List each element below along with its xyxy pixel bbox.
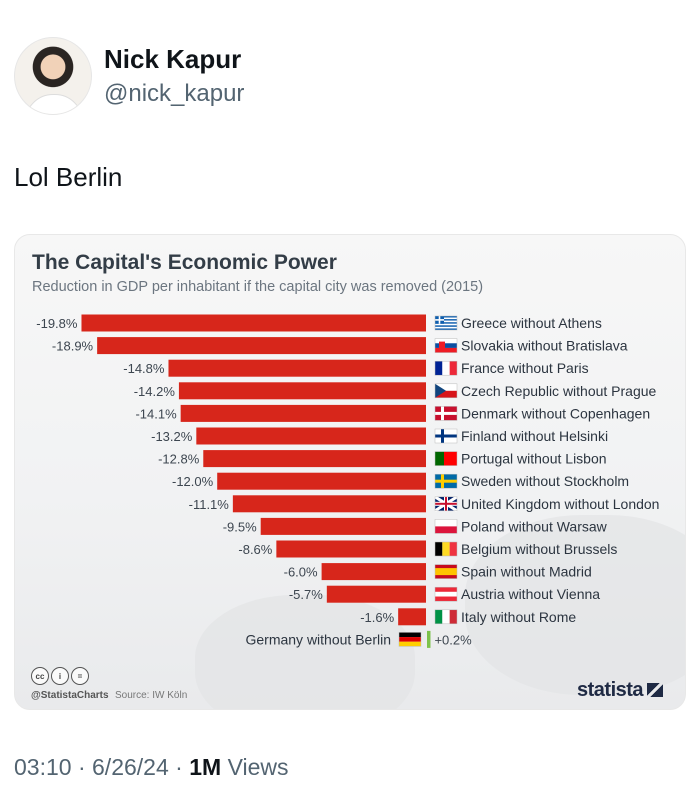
category-label: Czech Republic without Prague (461, 383, 657, 399)
bar (326, 585, 426, 603)
tweet-meta: 03:10 · 6/26/24 · 1M Views (14, 754, 289, 781)
category-label: Portugal without Lisbon (461, 451, 607, 467)
austria-flag-icon (434, 586, 458, 602)
value-label: -8.6% (238, 542, 272, 557)
bar (97, 337, 426, 355)
spain-flag-icon (434, 564, 458, 579)
views-label: Views (227, 754, 289, 780)
bar (398, 608, 426, 626)
bar (260, 517, 426, 535)
statista-mark-icon (647, 683, 664, 697)
tweet-date[interactable]: 6/26/24 (92, 754, 169, 780)
meta-separator: · (77, 754, 93, 780)
bar (427, 630, 431, 648)
bar (232, 495, 426, 513)
value-label: -6.0% (284, 565, 318, 580)
czech-flag-icon (434, 383, 458, 399)
value-label: -11.1% (189, 497, 230, 512)
meta-separator: · (175, 754, 190, 780)
bar (217, 472, 426, 490)
chart-source: Source: IW Köln (115, 690, 188, 701)
value-label: -12.8% (158, 452, 200, 467)
denmark-flag-icon (434, 406, 458, 421)
bar (276, 540, 426, 558)
statista-logo-text: statista (577, 679, 644, 701)
germany-flag-icon (398, 632, 422, 647)
chart-credit: @StatistaCharts (31, 690, 109, 701)
chart-subtitle: Reduction in GDP per inhabitant if the c… (32, 279, 484, 295)
bar (203, 450, 426, 468)
value-label: -13.2% (151, 429, 193, 444)
finland-flag-icon (434, 428, 458, 444)
tweet-time[interactable]: 03:10 (14, 754, 72, 780)
uk-flag-icon (434, 495, 458, 513)
value-label: -18.9% (52, 339, 94, 354)
chart-title: The Capital's Economic Power (32, 251, 337, 274)
category-label: Sweden without Stockholm (461, 473, 629, 489)
cc-icon: cc (31, 667, 49, 685)
category-label: Greece without Athens (461, 315, 602, 331)
value-label: -14.2% (134, 384, 176, 399)
chart-image[interactable]: The Capital's Economic Power Reduction i… (14, 234, 686, 710)
category-label: Spain without Madrid (461, 564, 592, 580)
avatar-shirt (25, 94, 83, 114)
category-label: Slovakia without Bratislava (461, 338, 628, 354)
category-label: France without Paris (461, 360, 589, 376)
bar-chart: -19.8% Greece without Athens -18.9% Slovaki… (36, 314, 659, 648)
value-label: -9.5% (223, 519, 257, 534)
avatar[interactable] (14, 37, 92, 115)
tweet-text: Lol Berlin (14, 162, 123, 192)
portugal-flag-icon (434, 451, 458, 466)
slovakia-flag-icon (434, 338, 458, 353)
map-background (465, 515, 685, 695)
user-name[interactable]: Nick Kapur (104, 44, 242, 74)
value-label: -12.0% (172, 474, 214, 489)
value-label: -14.8% (123, 361, 165, 376)
category-label: Austria without Vienna (461, 586, 600, 602)
statista-logo: statista (577, 679, 664, 702)
category-label: United Kingdom without London (461, 496, 659, 512)
bar (81, 314, 426, 332)
value-label: -19.8% (36, 316, 78, 331)
poland-flag-icon (434, 519, 458, 534)
views-count: 1M (189, 754, 222, 780)
bar (168, 359, 427, 377)
value-label: +0.2% (434, 632, 472, 647)
bar (180, 404, 426, 422)
belgium-flag-icon (434, 541, 458, 557)
bar (196, 427, 426, 445)
license-icons: cc i = (31, 667, 89, 685)
category-label: Italy without Rome (461, 609, 576, 625)
value-label: -14.1% (135, 406, 177, 421)
italy-flag-icon (434, 609, 458, 625)
by-icon: i (51, 667, 69, 685)
category-label: Germany without Berlin (245, 631, 391, 647)
bar (178, 382, 426, 400)
bar (321, 563, 426, 581)
value-label: -1.6% (360, 610, 394, 625)
france-flag-icon (434, 360, 458, 376)
category-label: Finland without Helsinki (461, 428, 608, 444)
nd-icon: = (71, 667, 89, 685)
category-label: Denmark without Copenhagen (461, 405, 650, 421)
map-background (195, 595, 415, 709)
sweden-flag-icon (434, 473, 458, 489)
greece-flag-icon (434, 315, 458, 331)
category-label: Poland without Warsaw (461, 518, 608, 534)
user-handle[interactable]: @nick_kapur (104, 80, 245, 107)
value-label: -5.7% (289, 587, 323, 602)
category-label: Belgium without Brussels (461, 541, 617, 557)
